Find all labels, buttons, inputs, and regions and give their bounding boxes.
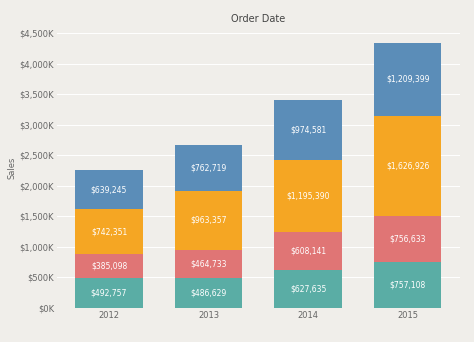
Text: $486,629: $486,629	[191, 288, 227, 298]
Bar	[274, 233, 342, 269]
Text: $742,351: $742,351	[91, 227, 127, 236]
Bar	[175, 278, 242, 308]
Text: $492,757: $492,757	[91, 288, 127, 297]
Bar	[274, 269, 342, 308]
Bar	[274, 160, 342, 233]
Text: $627,635: $627,635	[290, 284, 326, 293]
Text: $639,245: $639,245	[91, 185, 127, 194]
Bar	[175, 250, 242, 278]
Bar	[274, 100, 342, 160]
Bar	[75, 170, 143, 209]
Bar	[175, 145, 242, 191]
Text: $608,141: $608,141	[290, 247, 326, 255]
Bar	[374, 43, 441, 116]
Text: $756,633: $756,633	[389, 234, 426, 243]
Bar	[75, 278, 143, 308]
Text: $1,626,926: $1,626,926	[386, 161, 429, 170]
Text: $385,098: $385,098	[91, 262, 127, 271]
Bar	[75, 254, 143, 278]
Bar	[175, 191, 242, 250]
Y-axis label: Sales: Sales	[8, 156, 17, 179]
Text: $963,357: $963,357	[191, 216, 227, 225]
Title: Order Date: Order Date	[231, 14, 285, 24]
Text: $1,209,399: $1,209,399	[386, 75, 429, 84]
Bar	[374, 262, 441, 308]
Text: $464,733: $464,733	[191, 260, 227, 268]
Bar	[374, 215, 441, 262]
Text: $762,719: $762,719	[191, 163, 227, 172]
Text: $974,581: $974,581	[290, 126, 326, 134]
Bar	[374, 116, 441, 215]
Text: $1,195,390: $1,195,390	[286, 192, 330, 200]
Text: $757,108: $757,108	[390, 280, 426, 289]
Bar	[75, 209, 143, 254]
